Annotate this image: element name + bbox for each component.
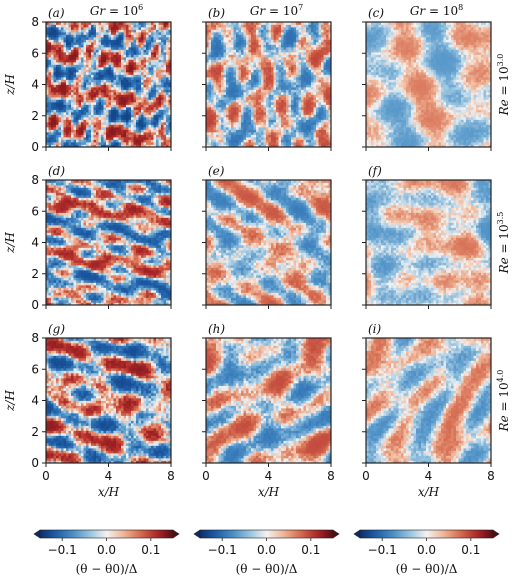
colorbar-tick-label: −0.1 xyxy=(48,543,77,557)
panel-b: (b) xyxy=(202,6,331,151)
colorbar-label: (θ − θ0)/Δ xyxy=(76,562,138,576)
panel-c: (c) xyxy=(362,6,491,151)
colorbar-max-extend xyxy=(493,530,499,538)
x-tick-label: 0 xyxy=(42,469,50,483)
colorbar-max-extend xyxy=(173,530,179,538)
x-tick-label: 4 xyxy=(425,469,433,483)
panel-label: (h) xyxy=(208,322,225,336)
colorbar-tick-label: 0.0 xyxy=(97,543,116,557)
row-title: Re = 103.0 xyxy=(496,54,511,117)
y-axis-label: z/H xyxy=(3,390,17,412)
temperature-field xyxy=(366,338,491,463)
colorbar-tick-label: −0.1 xyxy=(368,543,397,557)
x-axis-label: x/H xyxy=(418,485,440,499)
y-tick-label: 8 xyxy=(31,15,39,29)
temperature-field xyxy=(46,22,171,147)
panel-f: (f) xyxy=(362,164,491,309)
colorbar-min-extend xyxy=(194,530,200,538)
y-tick-label: 4 xyxy=(31,78,39,92)
x-tick-label: 0 xyxy=(362,469,370,483)
y-tick-label: 6 xyxy=(31,362,39,376)
colorbar-max-extend xyxy=(333,530,339,538)
temperature-field xyxy=(366,22,491,147)
y-tick-label: 8 xyxy=(31,331,39,345)
x-tick-label: 8 xyxy=(487,469,495,483)
y-tick-label: 8 xyxy=(31,173,39,187)
colorbar-tick-label: −0.1 xyxy=(208,543,237,557)
colorbar-label: (θ − θ0)/Δ xyxy=(396,562,458,576)
y-tick-label: 2 xyxy=(31,267,39,281)
temperature-field xyxy=(206,338,331,463)
colorbar-min-extend xyxy=(34,530,40,538)
x-axis-label: x/H xyxy=(98,485,120,499)
colorbar-gradient xyxy=(200,530,333,538)
colorbar-gradient xyxy=(40,530,173,538)
colorbar: −0.1 0.0 0.1(θ − θ0)/Δ xyxy=(194,530,339,576)
panel-e: (e) xyxy=(202,164,331,309)
colorbar-min-extend xyxy=(354,530,360,538)
y-tick-label: 4 xyxy=(31,236,39,250)
colorbar-tick-label: 0.1 xyxy=(461,543,480,557)
row-title: Re = 104.0 xyxy=(496,370,511,433)
panel-label: (f) xyxy=(368,164,382,178)
y-tick-label: 2 xyxy=(31,425,39,439)
panel-label: (b) xyxy=(208,6,225,20)
panel-d: 0 2 4 6 8 (d) z/H xyxy=(3,164,171,312)
y-axis-label: z/H xyxy=(3,232,17,254)
row-title: Re = 103.5 xyxy=(496,212,511,275)
y-tick-label: 6 xyxy=(31,46,39,60)
column-title: Gr = 106 xyxy=(90,3,143,18)
panel-i: 0 4 8 (i) x/H xyxy=(362,322,495,499)
column-title: Gr = 107 xyxy=(250,3,303,18)
colorbar-tick-label: 0.0 xyxy=(257,543,276,557)
panel-label: (i) xyxy=(368,322,382,336)
column-title: Gr = 108 xyxy=(410,3,463,18)
colorbar-label: (θ − θ0)/Δ xyxy=(236,562,298,576)
panel-label: (e) xyxy=(208,164,225,178)
x-axis-label: x/H xyxy=(258,485,280,499)
y-tick-label: 0 xyxy=(31,140,39,154)
colorbar-gradient xyxy=(360,530,493,538)
panel-h: 0 4 8 (h) x/H xyxy=(202,322,335,499)
panel-label: (d) xyxy=(48,164,65,178)
colorbar-tick-label: 0.1 xyxy=(141,543,160,557)
y-tick-label: 0 xyxy=(31,298,39,312)
colorbars: −0.1 0.0 0.1(θ − θ0)/Δ−0.1 0.0 0.1(θ − θ0)/Δ… xyxy=(34,530,499,576)
colorbar: −0.1 0.0 0.1(θ − θ0)/Δ xyxy=(354,530,499,576)
panel-a: 0 2 4 6 8 (a) z/H xyxy=(3,6,171,154)
x-tick-label: 4 xyxy=(105,469,113,483)
y-tick-label: 4 xyxy=(31,394,39,408)
x-tick-label: 4 xyxy=(265,469,273,483)
panel-label: (a) xyxy=(48,6,65,20)
x-tick-label: 8 xyxy=(327,469,335,483)
y-tick-label: 2 xyxy=(31,109,39,123)
temperature-field xyxy=(46,180,171,305)
y-axis-label: z/H xyxy=(3,74,17,96)
temperature-field xyxy=(206,180,331,305)
colorbar: −0.1 0.0 0.1(θ − θ0)/Δ xyxy=(34,530,179,576)
colorbar-tick-label: 0.0 xyxy=(417,543,436,557)
x-tick-label: 0 xyxy=(202,469,210,483)
y-tick-label: 6 xyxy=(31,204,39,218)
panel-label: (c) xyxy=(368,6,384,20)
y-tick-label: 0 xyxy=(31,456,39,470)
colorbar-tick-label: 0.1 xyxy=(301,543,320,557)
temperature-field xyxy=(206,22,331,147)
panel-g: 0 2 4 6 8 0 4 8 (g) z/H x/H xyxy=(3,322,175,499)
temperature-field xyxy=(46,338,171,463)
panel-label: (g) xyxy=(48,322,65,336)
x-tick-label: 8 xyxy=(167,469,175,483)
temperature-field xyxy=(366,180,491,305)
